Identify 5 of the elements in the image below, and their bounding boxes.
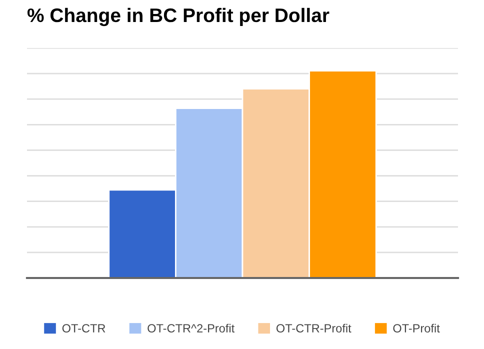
legend-label: OT-Profit xyxy=(393,324,440,332)
legend-label: OT-CTR xyxy=(62,324,106,332)
legend-label: OT-CTR-Profit xyxy=(276,324,352,332)
chart-title: % Change in BC Profit per Dollar xyxy=(27,8,330,26)
legend-label: OT-CTR^2-Profit xyxy=(148,324,235,332)
